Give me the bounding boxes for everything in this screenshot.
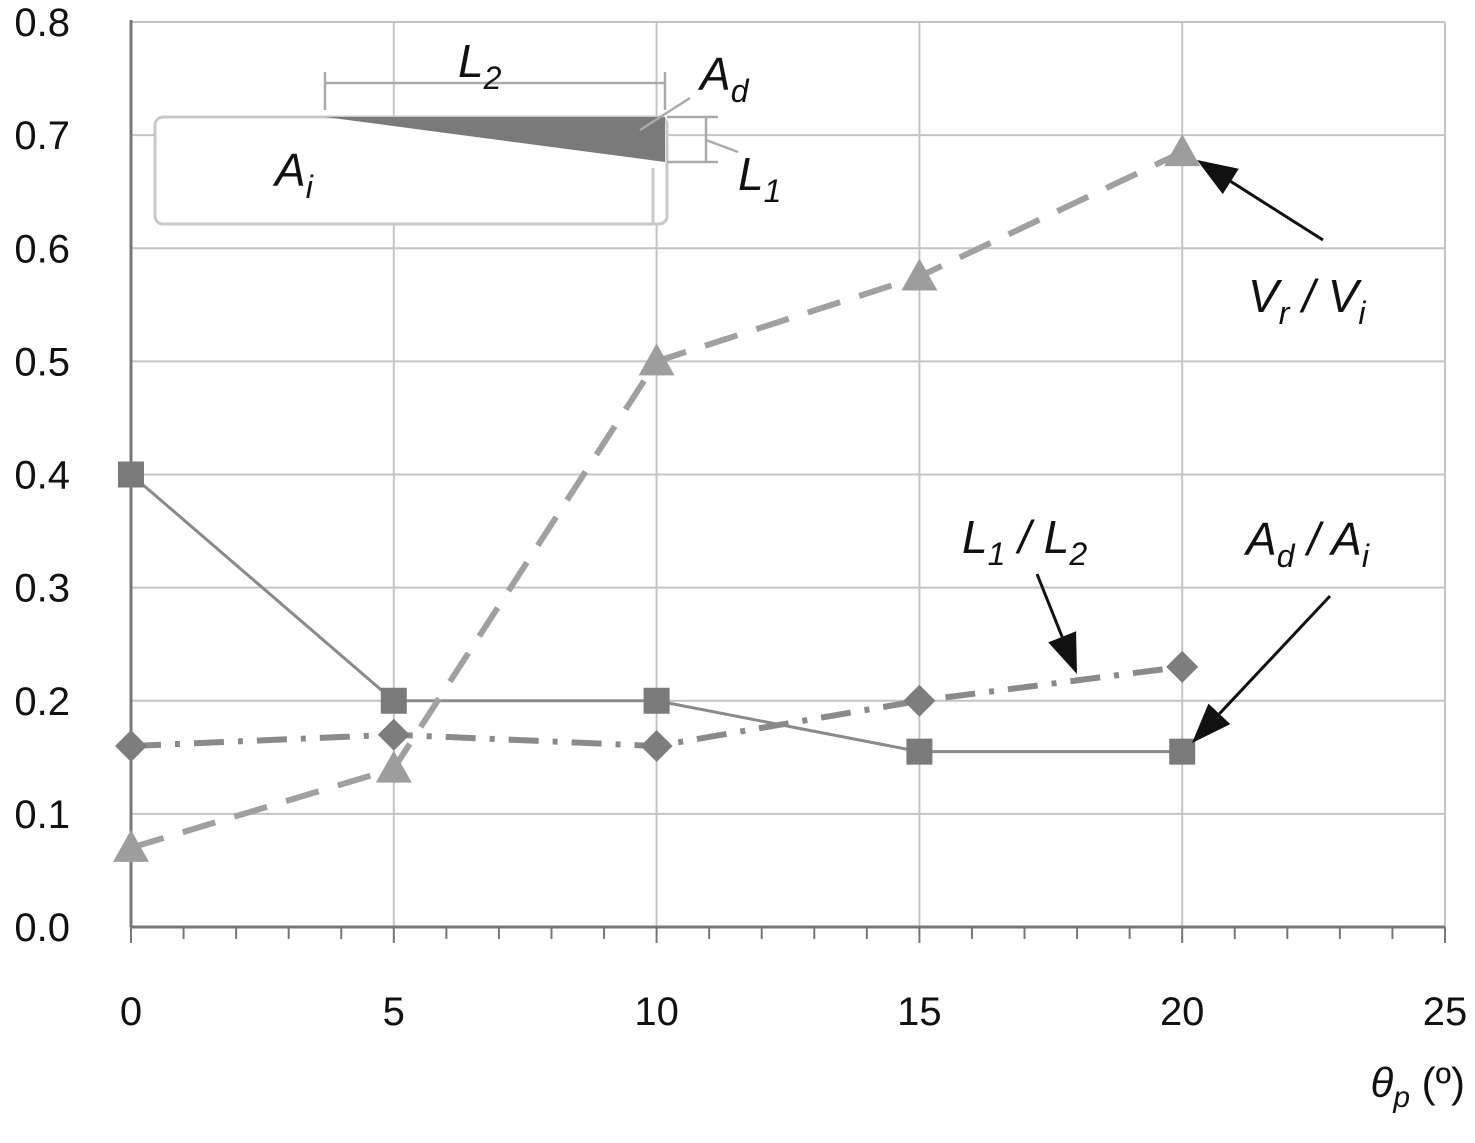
data-point-square — [380, 687, 407, 714]
x-tick-label: 5 — [383, 990, 405, 1034]
data-point-square — [118, 461, 144, 488]
x-tick-label: 20 — [1160, 990, 1205, 1034]
y-tick-label: 0.8 — [14, 1, 70, 45]
data-point-diamond — [640, 730, 673, 762]
inset-label-l2: L2 — [458, 35, 502, 96]
series-label-ad_ai: Ad / Ai — [1243, 513, 1370, 574]
data-point-square — [643, 687, 670, 714]
data-point-diamond — [115, 730, 147, 762]
x-tick-label: 10 — [634, 990, 679, 1034]
data-point-triangle — [901, 258, 938, 291]
series-vr_vi — [113, 134, 1201, 862]
data-point-diamond — [1166, 650, 1199, 683]
x-tick-label: 0 — [120, 990, 142, 1034]
series-layer — [113, 134, 1201, 862]
y-tick-label: 0.3 — [14, 567, 70, 611]
y-tick-label: 0.2 — [14, 680, 70, 724]
x-axis-label: θp (º) — [1371, 1059, 1465, 1114]
data-point-diamond — [377, 718, 410, 751]
data-point-triangle — [638, 343, 675, 376]
y-tick-label: 0.7 — [14, 114, 70, 158]
ad-leader-line — [639, 96, 691, 132]
data-point-triangle — [375, 750, 412, 783]
y-tick-label: 0.4 — [14, 454, 70, 498]
inset-label-l1: L1 — [738, 148, 781, 209]
l1-leader-line — [705, 138, 739, 154]
y-tick-label: 0.1 — [14, 793, 70, 837]
y-tick-label: 0.5 — [14, 340, 70, 384]
data-point-square — [906, 738, 933, 765]
series-l1_l2 — [115, 650, 1199, 762]
inset-deformed-area — [325, 117, 665, 162]
inset-diagram: L2 Ad L1 Ai — [153, 35, 781, 226]
inset-label-ad: Ad — [697, 48, 750, 109]
data-point-triangle — [113, 829, 149, 862]
annotations: Vr / Vi L1 / L2 Ad / Ai — [962, 160, 1370, 743]
data-point-diamond — [903, 684, 936, 717]
x-tick-label: 15 — [897, 990, 942, 1034]
tick-labels: 0.0 0.1 0.2 0.3 0.4 0.5 0.6 0.7 0.8 0 5 10 15 20 25 θp … — [14, 1, 1467, 1114]
inset-label-ai: Ai — [272, 144, 314, 205]
series-ad_ai — [118, 461, 1196, 765]
series-label-l1_l2: L1 / L2 — [962, 511, 1087, 572]
arrow-l1-l2 — [1035, 573, 1077, 674]
y-tick-label: 0.0 — [14, 906, 70, 950]
arrow-vr-vi — [1197, 160, 1324, 242]
y-tick-label: 0.6 — [14, 227, 70, 271]
data-point-triangle — [1164, 134, 1201, 167]
arrow-ad-ai — [1192, 594, 1332, 743]
data-point-square — [1169, 738, 1196, 765]
x-tick-label: 25 — [1423, 990, 1468, 1034]
series-label-vr_vi: Vr / Vi — [1248, 270, 1366, 331]
